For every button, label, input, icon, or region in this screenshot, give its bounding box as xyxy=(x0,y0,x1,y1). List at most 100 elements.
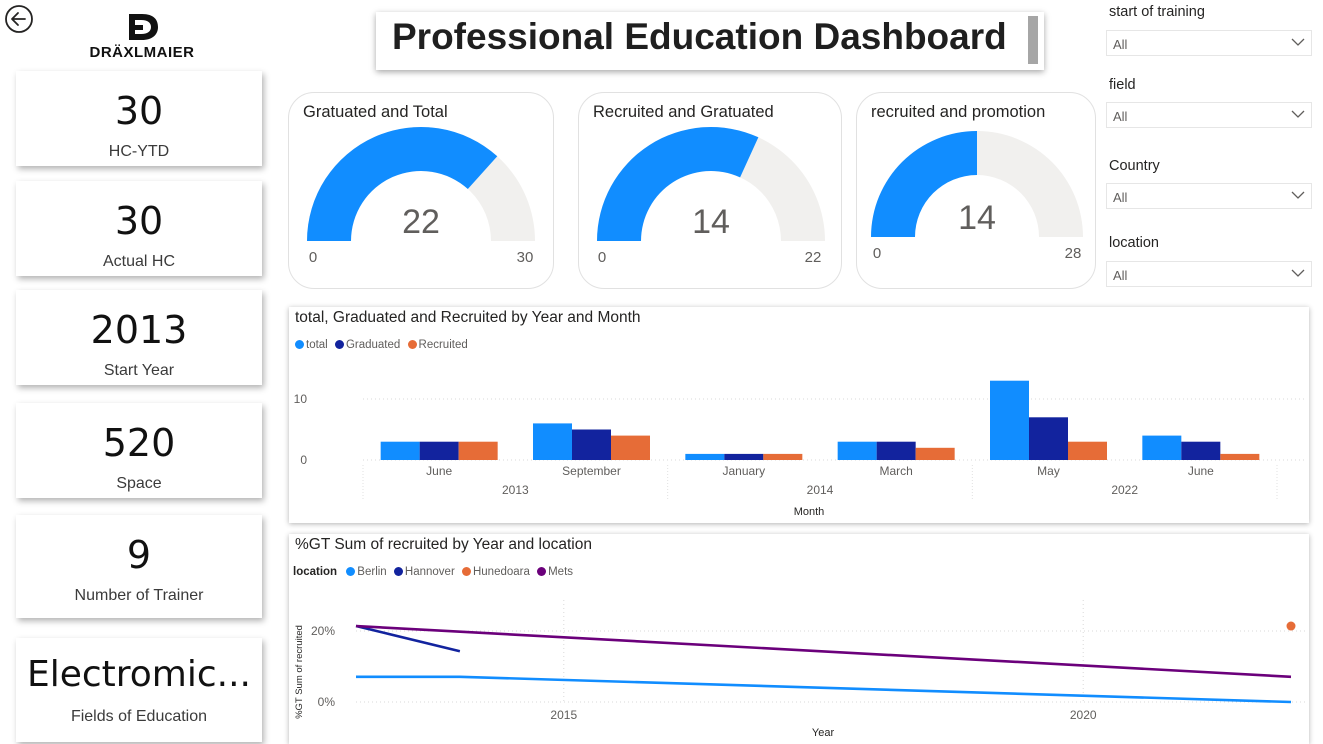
bar-total[interactable] xyxy=(380,441,420,460)
circle-arrow-left-icon xyxy=(5,5,33,33)
x-tick-label: January xyxy=(722,464,765,478)
bar-recruited[interactable] xyxy=(1220,453,1260,460)
y-tick-label: 20% xyxy=(311,624,335,638)
slicer-dropdown-country[interactable]: All xyxy=(1106,183,1312,209)
bar-total[interactable] xyxy=(1142,435,1182,460)
kpi-value: 30 xyxy=(114,89,164,133)
bar-total[interactable] xyxy=(685,453,725,460)
kpi-value: 2013 xyxy=(90,308,188,352)
legend-dot xyxy=(407,340,417,349)
bar-total[interactable] xyxy=(990,380,1029,460)
kpi-value: 520 xyxy=(102,421,176,465)
line-berlin[interactable] xyxy=(356,675,1292,704)
bar-chart-card: total, Graduated and Recruited by Year a… xyxy=(289,307,1309,523)
bar-recruited[interactable] xyxy=(915,447,955,460)
legend-item-hannover[interactable]: Hannover xyxy=(393,566,455,578)
legend-label: Berlin xyxy=(357,566,387,578)
gauge-max: 22 xyxy=(805,249,822,266)
bar-graduated[interactable] xyxy=(572,429,611,461)
x-tick-label: September xyxy=(562,464,621,478)
kpi-label: Start Year xyxy=(103,362,175,379)
y-tick-label: 0 xyxy=(300,453,307,467)
bar-recruited[interactable] xyxy=(1068,441,1107,460)
gauge-chart: 22 0 30 xyxy=(307,126,535,266)
slicer-label-start-of-training: start of training xyxy=(1109,4,1205,20)
legend-dot xyxy=(346,567,356,576)
x-axis-title: Month xyxy=(794,506,825,518)
logo-text: DRÄXLMAIER xyxy=(89,44,195,61)
chevron-down-icon xyxy=(1291,110,1305,118)
gauge-title: Recruited and Gratuated xyxy=(593,103,774,121)
legend-item-graduated[interactable]: Graduated xyxy=(334,339,401,351)
back-button[interactable] xyxy=(4,4,34,34)
kpi-card-number-of-trainer: 9 Number of Trainer xyxy=(16,515,262,618)
gauge-fill xyxy=(871,131,977,237)
chart-legend: location Berlin Hannover Hunedoara Mets xyxy=(293,566,577,578)
slicer-dropdown-location[interactable]: All xyxy=(1106,261,1312,287)
gauge-max: 30 xyxy=(517,249,534,266)
year-group-label: 2014 xyxy=(807,483,834,497)
bar-recruited[interactable] xyxy=(763,453,803,460)
legend-dot xyxy=(334,340,344,349)
x-tick-label: March xyxy=(879,464,912,478)
slicer-dropdown-start-of-training[interactable]: All xyxy=(1106,30,1312,56)
logo-mark-icon xyxy=(129,14,158,40)
x-tick-label: May xyxy=(1037,464,1060,478)
x-tick-label: June xyxy=(1188,464,1214,478)
slicer-dropdown-field[interactable]: All xyxy=(1106,102,1312,128)
legend-item-total[interactable]: total xyxy=(295,339,328,351)
bar-graduated[interactable] xyxy=(1029,417,1068,460)
gauge-fill xyxy=(307,126,498,241)
legend-item-mets[interactable]: Mets xyxy=(537,566,573,578)
slicer-value: All xyxy=(1113,109,1128,124)
bar-graduated[interactable] xyxy=(1181,441,1221,460)
legend-item-recruited[interactable]: Recruited xyxy=(407,339,468,351)
x-tick-label: 2020 xyxy=(1070,708,1097,722)
slicer-value: All xyxy=(1113,37,1128,52)
kpi-label: HC-YTD xyxy=(108,143,170,160)
line-mets[interactable] xyxy=(355,624,1292,679)
year-group-label: 2013 xyxy=(502,483,529,497)
line-hannover[interactable] xyxy=(355,624,461,653)
point-hunedoara[interactable] xyxy=(1286,621,1296,631)
legend-label: Recruited xyxy=(418,339,468,351)
title-accent-bar xyxy=(1028,16,1038,64)
gauge-value: 14 xyxy=(692,203,730,241)
bar-graduated[interactable] xyxy=(876,441,916,460)
kpi-card-start-year: 2013 Start Year xyxy=(16,290,262,385)
bar-graduated[interactable] xyxy=(724,453,764,460)
gauge-fill xyxy=(597,126,759,241)
gauge-card-recruited-promotion: recruited and promotion 14 0 28 xyxy=(856,92,1096,289)
slicer-label-field: field xyxy=(1109,77,1136,93)
bar-total[interactable] xyxy=(533,423,572,460)
gauge-chart: 14 0 22 xyxy=(597,126,825,266)
legend-label: Hannover xyxy=(404,566,455,578)
legend-dot xyxy=(295,340,304,349)
kpi-value: 9 xyxy=(126,533,152,577)
legend-label: Graduated xyxy=(345,339,401,351)
y-axis-title: %GT Sum of recruited xyxy=(294,625,305,719)
bar-graduated[interactable] xyxy=(419,441,459,460)
kpi-value: Electromic... xyxy=(26,654,252,695)
x-tick-label: June xyxy=(426,464,452,478)
legend-label: total xyxy=(306,339,328,351)
bar-total[interactable] xyxy=(837,441,877,460)
chevron-down-icon xyxy=(1291,269,1305,277)
gauge-title: recruited and promotion xyxy=(871,103,1046,121)
gauge-max: 28 xyxy=(1065,245,1082,262)
chevron-down-icon xyxy=(1291,38,1305,46)
bar-recruited[interactable] xyxy=(458,441,498,460)
legend-label: Hunedoara xyxy=(472,566,530,578)
legend-item-berlin[interactable]: Berlin xyxy=(346,566,387,578)
chart-title: total, Graduated and Recruited by Year a… xyxy=(295,309,641,326)
legend-dot xyxy=(537,567,547,576)
bar-recruited[interactable] xyxy=(611,435,650,460)
kpi-card-hc-ytd: 30 HC-YTD xyxy=(16,71,262,166)
dashboard-title-card: Professional Education Dashboard xyxy=(376,12,1044,70)
slicer-value: All xyxy=(1113,190,1128,205)
kpi-label: Fields of Education xyxy=(70,708,208,725)
chevron-down-icon xyxy=(1291,191,1305,199)
kpi-value: 30 xyxy=(114,199,164,243)
gauge-value: 22 xyxy=(402,203,440,241)
legend-item-hunedoara[interactable]: Hunedoara xyxy=(461,566,530,578)
